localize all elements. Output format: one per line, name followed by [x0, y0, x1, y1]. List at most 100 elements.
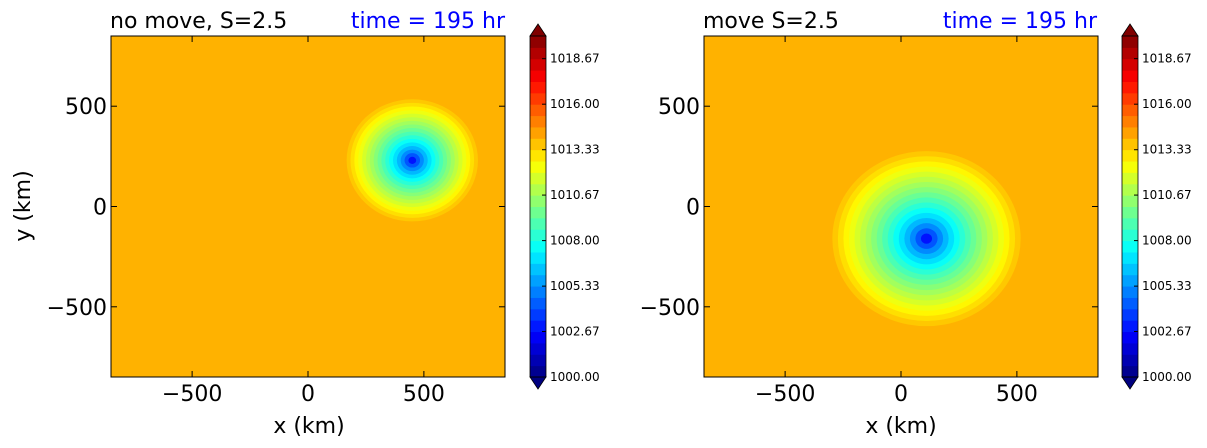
- colorbar-tick-label: 1005.33: [1142, 279, 1192, 293]
- vortex-contour-ring: [408, 156, 417, 164]
- colorbar-segment: [1122, 115, 1138, 128]
- colorbar-tick-label: 1010.67: [1142, 188, 1192, 202]
- colorbar-segment: [530, 36, 546, 48]
- colorbar-segment: [1122, 138, 1138, 151]
- colorbar-segment: [1122, 47, 1138, 60]
- left-y-axis-label: y (km): [11, 170, 36, 241]
- colorbar-segment: [1122, 240, 1138, 253]
- colorbar-segment: [1122, 320, 1138, 333]
- colorbar-segment: [1122, 149, 1138, 162]
- y-tick-label: 0: [686, 196, 700, 221]
- left-x-axis-label: x (km): [273, 414, 344, 439]
- colorbar-segment: [1122, 297, 1138, 310]
- left-panel-title: no move, S=2.5: [110, 9, 287, 34]
- colorbar-segment: [530, 274, 546, 287]
- colorbar-tick-label: 1002.67: [1142, 324, 1192, 338]
- colorbar-segment: [530, 365, 546, 378]
- colorbar-segment: [1122, 331, 1138, 344]
- x-tick-label: −500: [755, 382, 815, 407]
- colorbar-tick-label: 1013.33: [1142, 143, 1192, 157]
- colorbar-segment: [530, 320, 546, 333]
- left-contour-plot: [111, 36, 505, 377]
- colorbar-segment: [530, 115, 546, 128]
- colorbar-segment: [530, 172, 546, 185]
- colorbar-segment: [1122, 172, 1138, 185]
- right-contour-plot: [704, 36, 1098, 377]
- right-panel: move S=2.5 time = 195 hr −500 0 500 −500 0 50…: [640, 9, 1192, 439]
- colorbar-segment: [530, 70, 546, 82]
- colorbar-segment: [530, 92, 546, 105]
- colorbar-tick-label: 1016.00: [550, 97, 600, 111]
- x-tick-label: 500: [996, 382, 1038, 407]
- colorbar-segment: [530, 138, 546, 151]
- colorbar-segment: [1122, 81, 1138, 94]
- colorbar-segment: [530, 297, 546, 310]
- colorbar-tick-label: 1018.67: [1142, 52, 1192, 66]
- colorbar-segment: [1122, 195, 1138, 207]
- colorbar-segment: [1122, 354, 1138, 367]
- colorbar-tick-label: 1018.67: [550, 52, 600, 66]
- colorbar-segment: [530, 126, 546, 139]
- colorbar-segment: [530, 342, 546, 355]
- colorbar-tick-label: 1013.33: [550, 143, 600, 157]
- colorbar-segment: [1122, 92, 1138, 105]
- colorbar-segment: [530, 149, 546, 162]
- colorbar-segment: [1122, 217, 1138, 230]
- colorbar-segment: [530, 251, 546, 264]
- colorbar-segment: [1122, 70, 1138, 82]
- colorbar-segment: [530, 47, 546, 60]
- colorbar-tick-label: 1005.33: [550, 279, 600, 293]
- colorbar-segment: [530, 81, 546, 94]
- colorbar-segment: [1122, 36, 1138, 48]
- colorbar-segment: [530, 58, 546, 71]
- colorbar-segment: [1122, 308, 1138, 321]
- right-panel-title: move S=2.5: [703, 9, 839, 34]
- colorbar-segment: [1122, 161, 1138, 173]
- vortex-contour-ring: [920, 233, 933, 244]
- left-colorbar: 1000.00 1002.67 1005.33 1008.00 1010.67 1013.…: [529, 23, 600, 390]
- right-panel-time-label: time = 195 hr: [943, 9, 1098, 34]
- colorbar-segment: [530, 229, 546, 242]
- colorbar-segment: [530, 286, 546, 298]
- colorbar-segment: [530, 217, 546, 230]
- colorbar-tick-label: 1000.00: [550, 370, 600, 384]
- colorbar-tick-label: 1010.67: [550, 188, 600, 202]
- colorbar-segment: [1122, 206, 1138, 219]
- colorbar-segment: [1122, 229, 1138, 242]
- colorbar-segment: [1122, 286, 1138, 298]
- colorbar-segment: [530, 240, 546, 253]
- right-axis-ticks: −500 0 500 −500 0 500: [640, 36, 1098, 407]
- colorbar-segment: [530, 183, 546, 196]
- colorbar-segment: [1122, 263, 1138, 276]
- y-tick-label: 0: [93, 196, 107, 221]
- colorbar-segment: [530, 354, 546, 367]
- y-tick-label: 500: [65, 95, 107, 120]
- colorbar-segment: [530, 331, 546, 344]
- colorbar-segment: [1122, 104, 1138, 117]
- left-panel-time-label: time = 195 hr: [351, 9, 506, 34]
- x-tick-label: 500: [403, 382, 445, 407]
- colorbar-segment: [530, 263, 546, 276]
- right-x-axis-label: x (km): [865, 414, 936, 439]
- colorbar-tick-label: 1000.00: [1142, 370, 1192, 384]
- left-panel: no move, S=2.5 time = 195 hr −500 0 500−50…: [11, 9, 600, 439]
- colorbar-segment: [530, 195, 546, 207]
- left-axis-ticks: −500 0 500 −500 0 500: [47, 36, 505, 407]
- colorbar-tick-label: 1016.00: [1142, 97, 1192, 111]
- colorbar-segment: [1122, 251, 1138, 264]
- colorbar-segment: [530, 308, 546, 321]
- x-tick-label: 0: [301, 382, 315, 407]
- colorbar-tick-label: 1008.00: [1142, 234, 1192, 248]
- colorbar-segment: [1122, 274, 1138, 287]
- colorbar-segment: [1122, 365, 1138, 378]
- colorbar-tick-label: 1008.00: [550, 234, 600, 248]
- x-tick-label: −500: [162, 382, 222, 407]
- x-tick-label: 0: [894, 382, 908, 407]
- colorbar-segment: [530, 161, 546, 173]
- colorbar-segment: [530, 206, 546, 219]
- colorbar-segment: [530, 104, 546, 117]
- colorbar-segment: [1122, 126, 1138, 139]
- colorbar-tick-label: 1002.67: [550, 324, 600, 338]
- y-tick-label: −500: [640, 296, 700, 321]
- right-colorbar: 1000.00 1002.67 1005.33 1008.00 1010.67 1013.…: [1121, 23, 1192, 390]
